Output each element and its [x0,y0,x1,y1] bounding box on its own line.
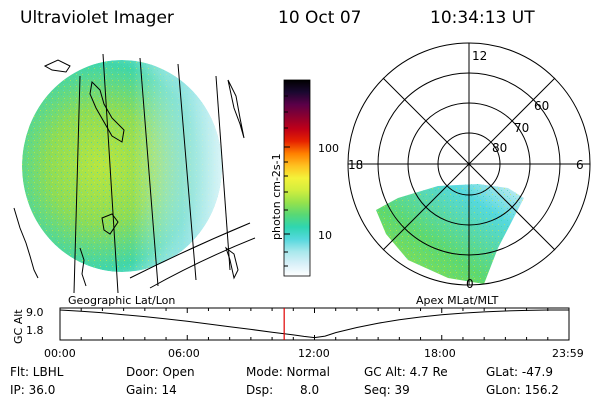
status-ip: IP: 36.0 [10,383,56,397]
status-seq: Seq: 39 [364,383,410,397]
mlt-label-0: 0 [466,277,474,291]
magnetic-dial: 12 18 6 0 60 70 80 [347,42,591,291]
mlat-label-70: 70 [514,121,529,135]
image-date: 10 Oct 07 [278,8,362,28]
colorbar-gradient [283,79,311,277]
colorbar [283,79,311,277]
colorbar-unit-label: photon cm-2s-1 [270,153,283,240]
status-mode: Mode: Normal [246,365,330,379]
geographic-panel-label: Geographic Lat/Lon [68,294,176,307]
mlat-label-80: 80 [492,141,507,155]
orbit-xtick-2359: 23:59 [552,347,584,360]
mlat-label-60: 60 [534,99,549,113]
mlt-label-18: 18 [348,158,363,172]
status-glon: GLon: 156.2 [486,383,559,397]
status-gain: Gain: 14 [126,383,177,397]
mlt-label-12: 12 [472,49,487,63]
magnetic-panel-label: Apex MLat/MLT [416,294,499,307]
orbit-xtick-0000: 00:00 [44,347,76,360]
orbit-plot [59,307,570,341]
orbit-ytick-min: 1.8 [26,324,44,337]
orbit-xtick-1800: 18:00 [424,347,456,360]
colorbar-tick-100: 100 [318,142,339,155]
geographic-image [13,53,256,293]
status-glat: GLat: -47.9 [486,365,553,379]
image-time: 10:34:13 UT [430,8,535,28]
orbit-xtick-1200: 12:00 [298,347,330,360]
orbit-xtick-0600: 06:00 [168,347,200,360]
status-dsp-value: 8.0 [300,383,320,397]
instrument-title: Ultraviolet Imager [20,8,174,28]
status-door: Door: Open [126,365,195,379]
status-gc-alt: GC Alt: 4.7 Re [364,365,448,379]
mlt-label-6: 6 [576,158,584,172]
colorbar-tick-10: 10 [318,229,332,242]
status-filter: Flt: LBHL [10,365,64,379]
status-dsp-label: Dsp: [246,383,274,397]
orbit-altitude-line [59,309,569,339]
orbit-ytick-max: 9.0 [26,306,44,319]
